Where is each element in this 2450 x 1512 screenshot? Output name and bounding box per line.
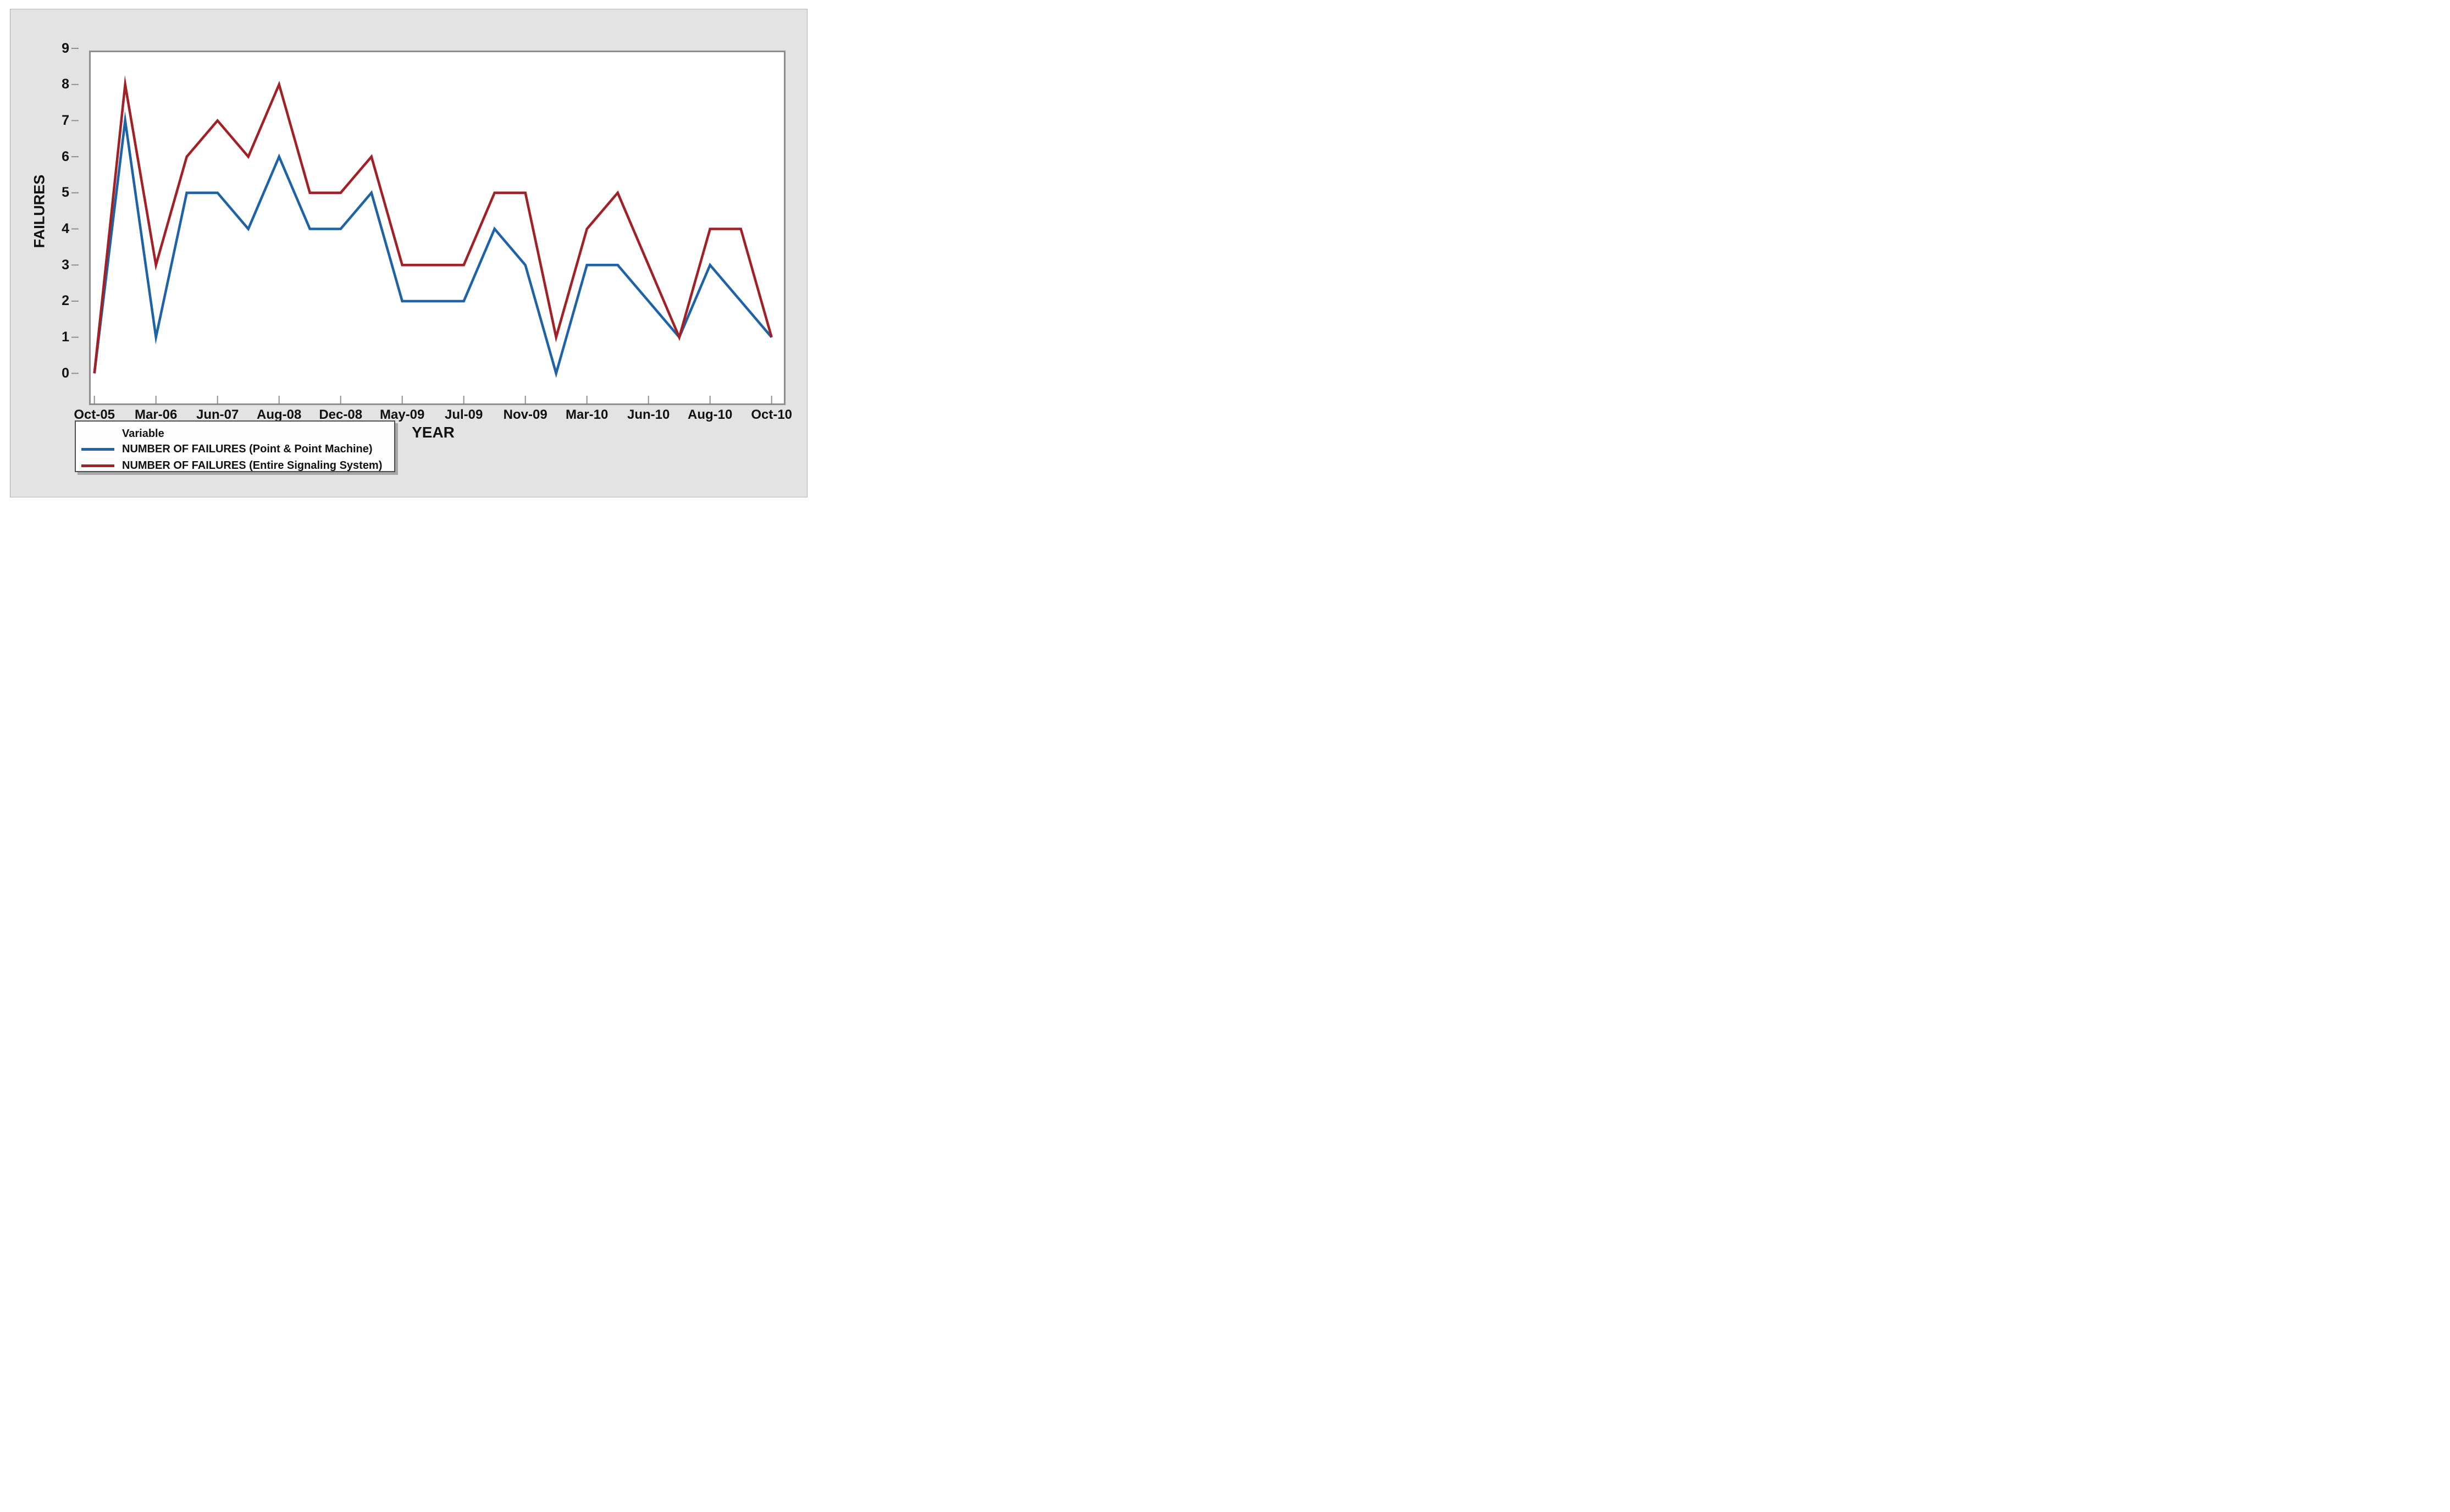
- x-tick-label: Jul-09: [445, 407, 483, 422]
- legend-item-1: NUMBER OF FAILURES (Entire Signaling Sys…: [76, 457, 394, 474]
- legend-label-0: NUMBER OF FAILURES (Point & Point Machin…: [122, 443, 373, 455]
- x-tick-label: Dec-08: [319, 407, 363, 422]
- legend-swatch-1: [81, 464, 114, 467]
- plot-area: [89, 51, 786, 405]
- y-tick-label: 7: [62, 112, 69, 128]
- y-tick-label: 1: [62, 329, 69, 345]
- x-tick-label: Nov-09: [503, 407, 547, 422]
- x-tick-label: Oct-05: [74, 407, 115, 422]
- x-tick-label: Mar-06: [135, 407, 178, 422]
- legend-item-0: NUMBER OF FAILURES (Point & Point Machin…: [76, 441, 394, 457]
- y-tick-label: 6: [62, 148, 69, 164]
- page: 0 1 2 3 4 5 6 7 8 9 Oct-05 Mar-06 Jun-07 Aug-08 Dec-0…: [0, 0, 817, 504]
- x-tick-label: Jun-10: [627, 407, 670, 422]
- x-tick-label: Mar-10: [566, 407, 609, 422]
- y-tick-label: 8: [62, 76, 69, 92]
- legend-label-1: NUMBER OF FAILURES (Entire Signaling Sys…: [122, 459, 383, 472]
- x-tick-label: May-09: [380, 407, 425, 422]
- y-tick-label: 0: [62, 365, 69, 381]
- y-tick-label: 9: [62, 40, 69, 56]
- legend-rows: NUMBER OF FAILURES (Point & Point Machin…: [76, 441, 394, 474]
- x-tick-label: Jun-07: [196, 407, 239, 422]
- y-tick-label: 2: [62, 293, 69, 309]
- legend: Variable NUMBER OF FAILURES (Point & Poi…: [75, 420, 395, 472]
- y-axis-title: FAILURES: [31, 174, 48, 248]
- x-tick-label: Oct-10: [751, 407, 793, 422]
- y-tick-label: 4: [62, 221, 69, 236]
- legend-header: Variable: [122, 428, 164, 440]
- x-tick-label: Aug-10: [688, 407, 733, 422]
- x-axis-title: YEAR: [412, 424, 455, 441]
- legend-swatch-0: [81, 448, 114, 451]
- y-tick-label: 5: [62, 185, 69, 201]
- x-tick-label: Aug-08: [257, 407, 302, 422]
- y-tick-label: 3: [62, 257, 69, 273]
